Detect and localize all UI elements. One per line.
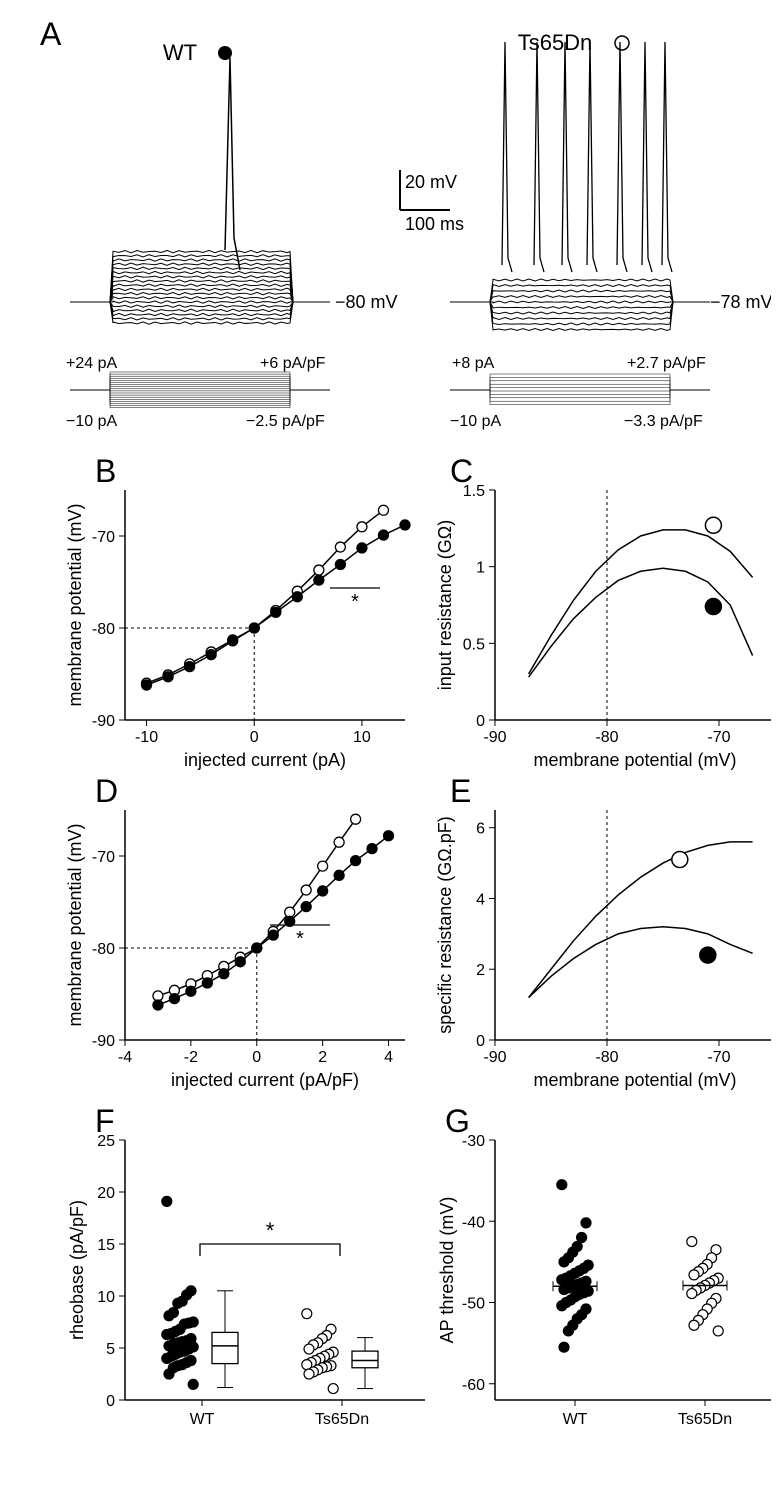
panel-b-label: B — [95, 453, 116, 489]
svg-text:6: 6 — [476, 821, 485, 838]
svg-text:0: 0 — [476, 1033, 485, 1050]
wt-stim-bl: −10 pA — [66, 413, 117, 430]
panel-d: D -90 -80 -70 -4 -2 0 2 4 membrane potential (mV… — [65, 773, 405, 1090]
panel-e: E 0 2 4 6 -90 -80 -70 specific resistance (GΩ.p… — [435, 773, 771, 1090]
svg-text:injected current (pA/pF): injected current (pA/pF) — [171, 1070, 359, 1090]
wt-legend: WT — [163, 40, 197, 65]
svg-text:0: 0 — [250, 729, 259, 746]
svg-text:10: 10 — [353, 729, 371, 746]
wt-rest: −80 mV — [335, 292, 398, 312]
svg-text:WT: WT — [190, 1411, 215, 1428]
svg-text:4: 4 — [384, 1049, 393, 1066]
ts-traces: −78 mV +8 pA +2.7 pA/pF −10 pA −3.3 pA/p… — [450, 42, 771, 430]
svg-text:20: 20 — [97, 1185, 115, 1202]
svg-text:-40: -40 — [462, 1214, 485, 1231]
figure-svg: A WT Ts65Dn 20 mV 100 ms −80 mV +24 pA +… — [10, 10, 771, 1498]
ts-stim-tl: +8 pA — [452, 355, 495, 372]
svg-text:membrane potential (mV): membrane potential (mV) — [533, 750, 736, 770]
svg-text:-10: -10 — [135, 729, 158, 746]
ts-stim-tr: +2.7 pA/pF — [627, 355, 706, 372]
ts-legend: Ts65Dn — [518, 30, 593, 55]
svg-text:0: 0 — [106, 1393, 115, 1410]
svg-text:injected current (pA): injected current (pA) — [184, 750, 346, 770]
svg-text:0.5: 0.5 — [463, 636, 485, 653]
svg-text:-80: -80 — [595, 1049, 618, 1066]
figure-root: A WT Ts65Dn 20 mV 100 ms −80 mV +24 pA +… — [10, 10, 771, 1498]
svg-text:1: 1 — [476, 560, 485, 577]
svg-text:-4: -4 — [118, 1049, 132, 1066]
svg-text:2: 2 — [318, 1049, 327, 1066]
svg-text:-70: -70 — [92, 849, 115, 866]
svg-text:-70: -70 — [92, 529, 115, 546]
svg-text:0: 0 — [476, 713, 485, 730]
panel-b: B -90 -80 -70 -10 0 10 membrane potential (mV)… — [65, 453, 410, 770]
scale-x: 100 ms — [405, 214, 464, 234]
svg-text:membrane potential (mV): membrane potential (mV) — [65, 823, 85, 1026]
svg-text:*: * — [296, 928, 304, 950]
svg-text:-80: -80 — [595, 729, 618, 746]
panel-a: A WT Ts65Dn 20 mV 100 ms −80 mV +24 pA +… — [40, 16, 771, 430]
svg-text:Ts65Dn: Ts65Dn — [315, 1411, 369, 1428]
svg-text:1.5: 1.5 — [463, 483, 485, 500]
panel-d-label: D — [95, 773, 118, 809]
svg-text:-90: -90 — [92, 713, 115, 730]
svg-text:-50: -50 — [462, 1296, 485, 1313]
svg-text:*: * — [266, 1218, 275, 1243]
svg-text:-90: -90 — [483, 1049, 506, 1066]
svg-text:-70: -70 — [707, 729, 730, 746]
svg-text:rheobase (pA/pF): rheobase (pA/pF) — [67, 1200, 87, 1340]
svg-text:membrane potential (mV): membrane potential (mV) — [65, 503, 85, 706]
svg-text:4: 4 — [476, 891, 485, 908]
svg-text:0: 0 — [252, 1049, 261, 1066]
wt-stim-br: −2.5 pA/pF — [246, 413, 325, 430]
ts-rest: −78 mV — [710, 292, 771, 312]
svg-text:10: 10 — [97, 1289, 115, 1306]
svg-text:-90: -90 — [92, 1033, 115, 1050]
svg-text:*: * — [351, 591, 359, 613]
panel-e-label: E — [450, 773, 471, 809]
svg-text:-80: -80 — [92, 941, 115, 958]
wt-marker-icon — [218, 46, 232, 60]
svg-text:membrane potential (mV): membrane potential (mV) — [533, 1070, 736, 1090]
svg-text:15: 15 — [97, 1237, 115, 1254]
svg-text:AP threshold (mV): AP threshold (mV) — [437, 1197, 457, 1344]
svg-text:5: 5 — [106, 1341, 115, 1358]
svg-text:2: 2 — [476, 962, 485, 979]
wt-stim-tr: +6 pA/pF — [260, 355, 326, 372]
wt-traces: −80 mV +24 pA +6 pA/pF −10 pA −2.5 pA/pF — [66, 58, 398, 430]
svg-text:-60: -60 — [462, 1377, 485, 1394]
svg-text:-80: -80 — [92, 621, 115, 638]
ts-stim-bl: −10 pA — [450, 413, 501, 430]
scale-y: 20 mV — [405, 172, 457, 192]
panel-a-label: A — [40, 16, 62, 52]
svg-text:-30: -30 — [462, 1133, 485, 1150]
svg-text:-90: -90 — [483, 729, 506, 746]
svg-text:25: 25 — [97, 1133, 115, 1150]
panel-c: C 00.511.5-90-80-70input resistance (GΩ)… — [435, 453, 771, 770]
ts-marker-icon — [615, 36, 629, 50]
wt-stim: +24 pA +6 pA/pF −10 pA −2.5 pA/pF — [66, 355, 330, 430]
svg-text:specific resistance (GΩ.pF): specific resistance (GΩ.pF) — [435, 816, 455, 1034]
ts-stim: +8 pA +2.7 pA/pF −10 pA −3.3 pA/pF — [450, 355, 710, 430]
svg-text:input resistance (GΩ): input resistance (GΩ) — [435, 520, 455, 691]
wt-stim-tl: +24 pA — [66, 355, 117, 372]
panel-f: F 0510152025rheobase (pA/pF)WTTs65Dn* — [67, 1103, 425, 1428]
svg-text:WT: WT — [563, 1411, 588, 1428]
panel-g: G -60-50-40-30AP threshold (mV)WTTs65Dn — [437, 1103, 771, 1428]
svg-text:-2: -2 — [184, 1049, 198, 1066]
scale-bar: 20 mV 100 ms — [400, 170, 464, 234]
ts-stim-br: −3.3 pA/pF — [624, 413, 703, 430]
svg-text:Ts65Dn: Ts65Dn — [678, 1411, 732, 1428]
svg-text:-70: -70 — [707, 1049, 730, 1066]
